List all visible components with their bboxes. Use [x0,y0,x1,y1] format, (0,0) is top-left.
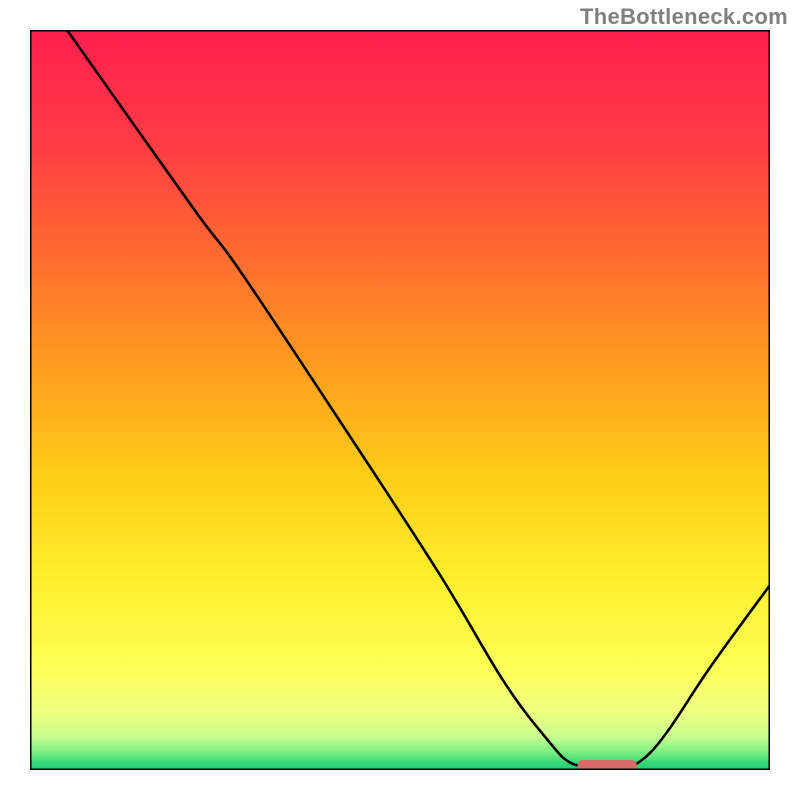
watermark-text: TheBottleneck.com [580,4,788,30]
plot-area [30,30,770,770]
chart-svg [30,30,770,770]
chart-container: TheBottleneck.com [0,0,800,800]
